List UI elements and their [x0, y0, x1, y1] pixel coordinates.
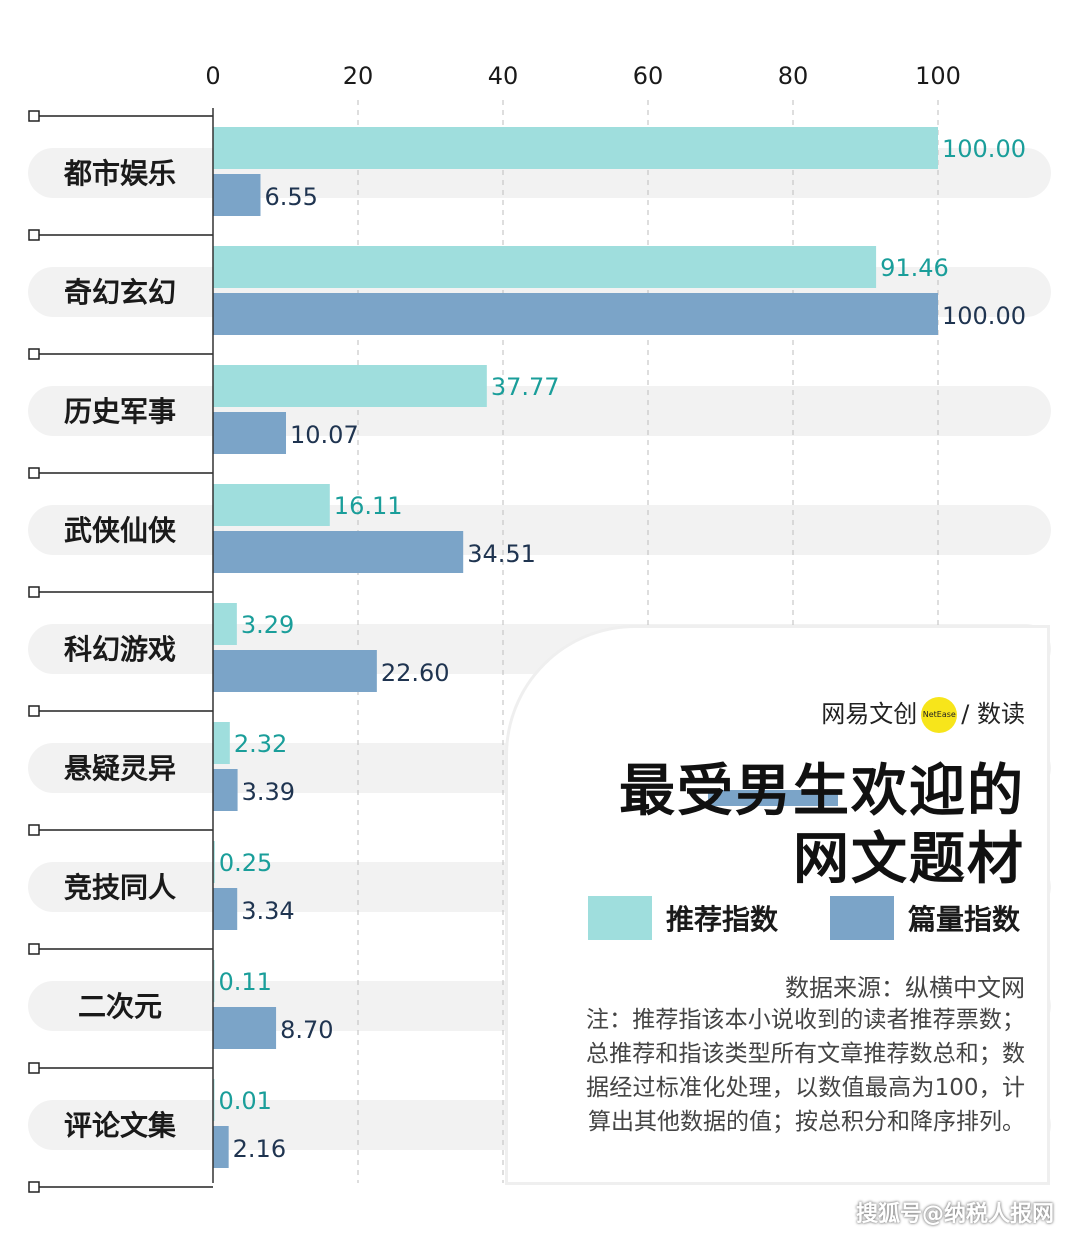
row-marker: [28, 229, 40, 241]
bar-recommend: [213, 365, 487, 407]
x-tick-label: 100: [915, 62, 961, 90]
chart-title-line2: 网文题材: [793, 827, 1025, 892]
row-marker: [28, 467, 40, 479]
legend-swatch-recommend: [588, 896, 652, 940]
category-label: 竞技同人: [64, 871, 176, 904]
value-label-volume: 8.70: [280, 1016, 333, 1044]
value-label-volume: 22.60: [381, 659, 450, 687]
data-source: 数据来源：纵横中文网: [785, 974, 1025, 1002]
bar-volume: [213, 412, 287, 454]
bar-recommend: [213, 841, 215, 883]
value-label-recommend: 0.11: [219, 968, 272, 996]
value-label-volume: 2.16: [233, 1135, 286, 1163]
title-highlight: [708, 790, 838, 806]
x-axis-ticks: 0 20 40 60 80 100: [205, 62, 961, 90]
category-label: 都市娱乐: [63, 157, 176, 190]
brand-name: 网易文创: [821, 700, 918, 728]
category-label: 历史军事: [64, 395, 176, 428]
footnote: 注：推荐指该本小说收到的读者推荐票数；总推荐和指该类型所有文章推荐数总和；数据经…: [586, 1007, 1025, 1135]
x-tick-label: 40: [488, 62, 519, 90]
value-label-recommend: 0.25: [219, 849, 272, 877]
category-pill: [28, 505, 1051, 555]
watermark: 搜狐号@纳税人报网: [855, 1202, 1054, 1227]
legend-swatch-volume: [830, 896, 894, 940]
legend-label-recommend: 推荐指数: [666, 903, 779, 936]
legend-label-volume: 篇量指数: [908, 903, 1021, 936]
value-label-volume: 6.55: [264, 183, 317, 211]
row-marker: [28, 705, 40, 717]
bar-recommend: [213, 127, 938, 169]
category-label: 奇幻玄幻: [64, 276, 176, 309]
x-tick-label: 80: [778, 62, 809, 90]
row-marker: [28, 586, 40, 598]
row-marker: [28, 1181, 40, 1193]
value-label-recommend: 91.46: [880, 254, 949, 282]
netease-badge-icon: NetEase: [921, 697, 958, 733]
brand-sub: / 数读: [961, 700, 1025, 728]
value-label-recommend: 100.00: [942, 135, 1026, 163]
category-label: 评论文集: [64, 1109, 176, 1142]
value-label-volume: 3.34: [241, 897, 294, 925]
category-label: 二次元: [78, 990, 162, 1023]
bar-recommend: [213, 246, 877, 288]
bar-volume: [213, 769, 238, 811]
bar-volume: [213, 293, 938, 335]
value-label-volume: 34.51: [467, 540, 536, 568]
bar-recommend: [213, 603, 237, 645]
value-label-recommend: 3.29: [241, 611, 294, 639]
x-tick-label: 20: [343, 62, 374, 90]
bar-recommend: [213, 484, 330, 526]
bar-volume: [213, 1126, 229, 1168]
value-label-volume: 10.07: [290, 421, 359, 449]
bar-recommend: [213, 722, 230, 764]
row-marker: [28, 348, 40, 360]
value-label-recommend: 16.11: [334, 492, 403, 520]
value-label-recommend: 37.77: [491, 373, 560, 401]
value-label-volume: 3.39: [242, 778, 295, 806]
row-marker: [28, 824, 40, 836]
x-tick-label: 0: [205, 62, 220, 90]
row-marker: [28, 1062, 40, 1074]
value-label-recommend: 2.32: [234, 730, 287, 758]
info-card: 网易文创 NetEase / 数读 最受男生欢迎的 网文题材 推荐指数 篇量指数 数…: [505, 625, 1050, 1185]
row-marker: [28, 110, 40, 122]
chart-title-line1: 最受男生欢迎的: [619, 759, 1025, 824]
brand-logo: 网易文创 NetEase / 数读: [821, 694, 1025, 733]
row-marker: [28, 943, 40, 955]
bars: 100.00 6.55 91.46 100.00 37.77 10.07 16.11 34.5…: [213, 127, 1026, 1168]
category-label: 武侠仙侠: [64, 514, 177, 547]
bar-volume: [213, 174, 261, 216]
bar-volume: [213, 1007, 277, 1049]
category-label: 科幻游戏: [64, 633, 176, 666]
bar-volume: [213, 888, 238, 930]
category-label: 悬疑灵异: [64, 752, 176, 785]
row-separators: [28, 110, 213, 1193]
value-label-recommend: 0.01: [219, 1087, 272, 1115]
bar-volume: [213, 650, 377, 692]
x-tick-label: 60: [633, 62, 664, 90]
bar-volume: [213, 531, 464, 573]
value-label-volume: 100.00: [942, 302, 1026, 330]
